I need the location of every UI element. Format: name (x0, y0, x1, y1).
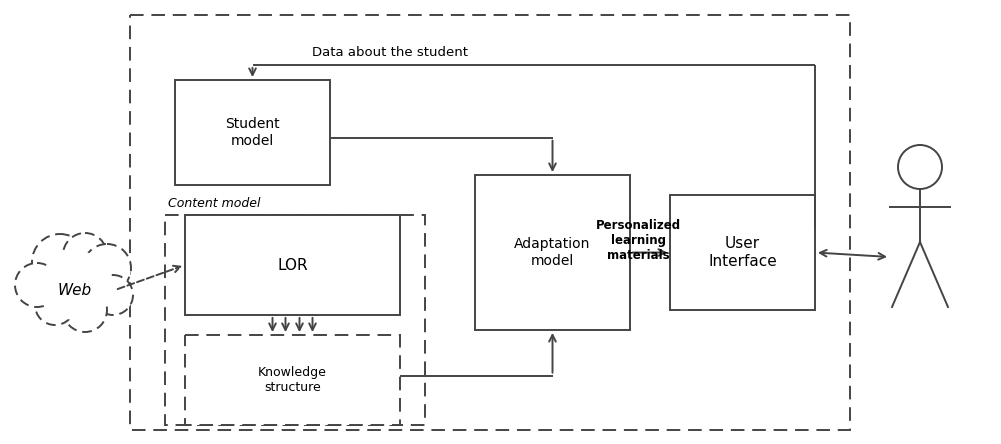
Bar (130, 15, 850, 430)
Text: Data about the student: Data about the student (312, 45, 468, 59)
Bar (185, 335, 400, 425)
Bar (475, 175, 630, 330)
Text: Knowledge
structure: Knowledge structure (258, 366, 327, 394)
Text: Student
model: Student model (225, 117, 280, 147)
Text: Personalized
learning
materials: Personalized learning materials (596, 218, 681, 262)
Circle shape (63, 233, 107, 277)
Circle shape (35, 285, 75, 325)
Circle shape (63, 288, 107, 332)
Bar (185, 215, 400, 315)
Text: LOR: LOR (277, 258, 308, 273)
Text: User
Interface: User Interface (708, 236, 777, 269)
Circle shape (83, 244, 131, 292)
Bar (165, 215, 425, 425)
Circle shape (40, 250, 110, 320)
Text: Web: Web (58, 282, 92, 297)
Circle shape (898, 145, 942, 189)
Circle shape (15, 263, 59, 307)
Text: Content model: Content model (168, 197, 260, 210)
Bar (175, 80, 330, 185)
Circle shape (93, 275, 133, 315)
Bar (670, 195, 815, 310)
Circle shape (32, 234, 88, 290)
Text: Adaptation
model: Adaptation model (515, 238, 591, 268)
